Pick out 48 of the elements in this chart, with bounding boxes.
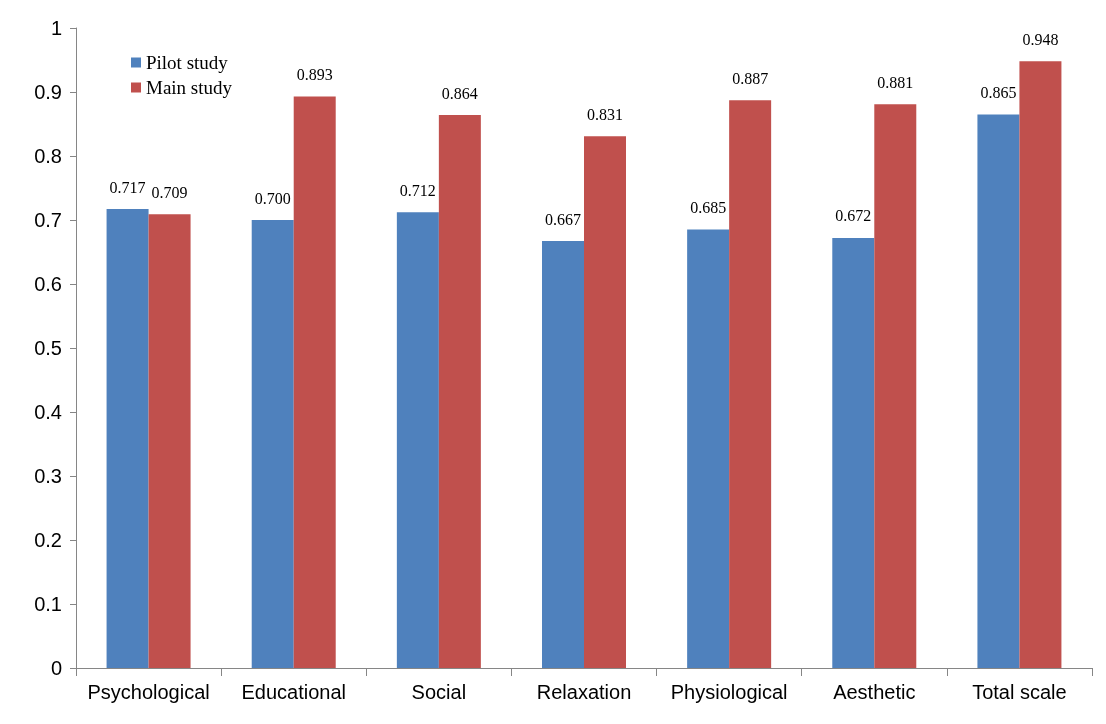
y-tick-label: 0.7 — [34, 209, 62, 231]
y-tick-label: 0.3 — [34, 465, 62, 487]
bar — [438, 115, 481, 668]
data-label: 0.893 — [296, 65, 333, 83]
data-label: 0.672 — [835, 207, 872, 225]
data-label: 0.831 — [587, 105, 623, 123]
y-tick-label: 0.5 — [34, 337, 62, 359]
data-label: 0.887 — [732, 69, 769, 87]
x-tick-label: Physiological — [670, 681, 788, 703]
bar — [977, 114, 1020, 668]
bar — [874, 104, 917, 668]
y-tick-label: 0.1 — [34, 593, 62, 615]
data-label: 0.864 — [441, 84, 478, 102]
data-label: 0.717 — [109, 178, 146, 196]
bar — [832, 237, 875, 668]
data-label: 0.865 — [980, 83, 1017, 101]
y-tick-label: 0.6 — [34, 273, 62, 295]
y-tick-label: 0.4 — [34, 401, 62, 423]
bar — [251, 220, 294, 668]
x-tick-label: Social — [411, 681, 467, 703]
y-tick-label: 0.2 — [34, 529, 62, 551]
x-tick-label: Aesthetic — [833, 681, 916, 703]
x-tick-label: Total scale — [972, 681, 1067, 703]
legend-label: Pilot study — [146, 52, 229, 73]
data-label: 0.948 — [1022, 30, 1059, 48]
y-tick-label: 0 — [50, 657, 62, 679]
bar — [584, 136, 626, 668]
y-tick-label: 0.9 — [34, 81, 62, 103]
data-label: 0.709 — [151, 183, 188, 201]
bar — [396, 212, 439, 668]
legend-label: Main study — [146, 77, 233, 98]
y-tick-label: 0.8 — [34, 145, 62, 167]
bar — [729, 100, 772, 668]
bar — [106, 209, 149, 668]
data-label: 0.685 — [690, 199, 727, 217]
bar — [148, 214, 191, 668]
bar — [293, 96, 336, 668]
y-tick-label: 1 — [50, 17, 62, 39]
data-label: 0.700 — [254, 189, 291, 207]
x-tick-label: Educational — [241, 681, 346, 703]
data-label: 0.881 — [877, 73, 914, 91]
bar — [687, 229, 730, 668]
bar — [1019, 61, 1062, 668]
bar — [542, 241, 584, 668]
data-label: 0.667 — [545, 210, 581, 228]
x-tick-label: Relaxation — [536, 681, 632, 703]
x-tick-label: Psychological — [87, 681, 210, 703]
data-label: 0.712 — [399, 181, 436, 199]
